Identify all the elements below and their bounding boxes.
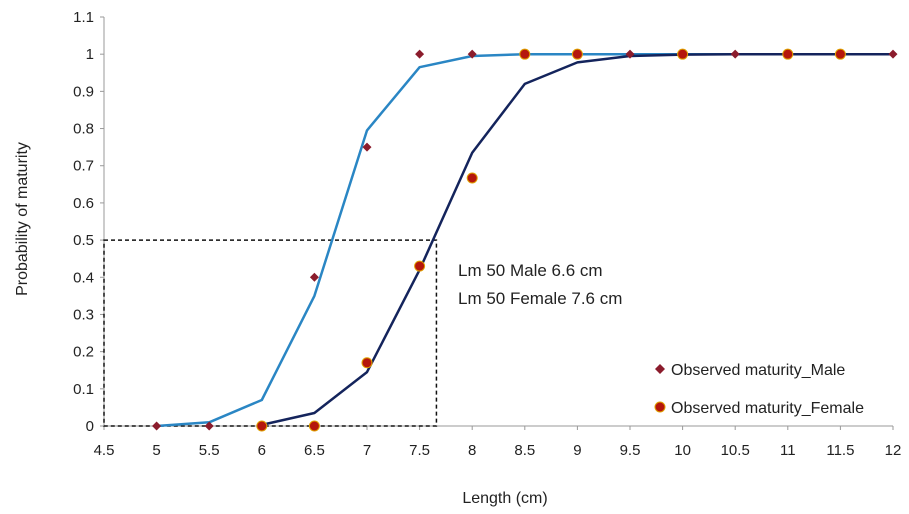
y-tick-label: 0.2 [73, 344, 94, 361]
female-point [256, 420, 268, 432]
x-tick-label: 12 [885, 442, 902, 459]
y-tick-label: 0.3 [73, 306, 94, 323]
x-tick-label: 10 [674, 442, 691, 459]
observed-markers [152, 48, 898, 432]
female-point [677, 48, 689, 60]
male-point [152, 421, 162, 431]
x-tick-label: 11 [780, 442, 796, 459]
female-point [308, 420, 320, 432]
x-tick-label: 5.5 [199, 442, 220, 459]
legend-circle-icon [654, 401, 666, 413]
x-tick-label: 6 [258, 442, 266, 459]
x-tick-label: 7.5 [409, 442, 430, 459]
x-tick-label: 8 [468, 442, 476, 459]
x-axis: 4.5 5 5.5 6 6.5 7 7.5 8 8.5 9 9.5 10 10.5 11 11.5 12 [94, 425, 902, 459]
male-point [204, 421, 214, 431]
legend-label-female: Observed maturity_Female [671, 400, 864, 417]
x-tick-label: 7 [363, 442, 371, 459]
legend-item-male: Observed maturity_Male [655, 362, 845, 379]
x-tick-label: 5 [152, 442, 160, 459]
x-tick-label: 9 [573, 442, 581, 459]
legend-label-male: Observed maturity_Male [671, 362, 845, 379]
annotation-lm50-female: Lm 50 Female 7.6 cm [458, 289, 622, 308]
male-point [467, 49, 477, 59]
y-tick-label: 0.8 [73, 121, 94, 138]
y-axis: 0 0.1 0.2 0.3 0.4 0.5 0.6 0.7 0.8 0.9 1 1.1 [73, 9, 105, 435]
x-tick-labels: 4.5 5 5.5 6 6.5 7 7.5 8 8.5 9 9.5 10 10.5 11 11.5 12 [94, 426, 902, 459]
male-point [730, 49, 740, 59]
x-tick-label: 4.5 [94, 442, 115, 459]
y-tick-label: 0.9 [73, 83, 94, 100]
y-tick-label: 0.1 [73, 381, 94, 398]
y-tick-label: 0 [86, 418, 94, 435]
female-point [571, 48, 583, 60]
x-tick-label: 10.5 [721, 442, 750, 459]
female-point [519, 48, 531, 60]
y-axis-label: Probability of maturity [14, 142, 31, 296]
x-axis-label: Length (cm) [462, 490, 547, 507]
y-tick-label: 0.6 [73, 195, 94, 212]
y-tick-label: 0.4 [73, 269, 94, 286]
annotation-lm50-male: Lm 50 Male 6.6 cm [458, 261, 603, 280]
female-point [414, 260, 426, 272]
x-tick-label: 8.5 [514, 442, 535, 459]
female-point [834, 48, 846, 60]
x-tick-label: 11.5 [826, 442, 854, 459]
male-point [415, 49, 425, 59]
legend-diamond-icon [655, 364, 665, 374]
legend-item-female: Observed maturity_Female [654, 400, 864, 417]
male-point [362, 142, 372, 152]
female-point [782, 48, 794, 60]
male-point [309, 272, 319, 282]
y-tick-label: 1 [86, 46, 94, 63]
y-tick-label: 0.7 [73, 158, 94, 175]
male-point [625, 49, 635, 59]
x-tick-label: 6.5 [304, 442, 325, 459]
male-point [888, 49, 898, 59]
y-tick-labels: 0 0.1 0.2 0.3 0.4 0.5 0.6 0.7 0.8 0.9 1 1.1 [73, 9, 104, 435]
y-tick-label: 0.5 [73, 232, 94, 249]
female-point [361, 357, 373, 369]
y-tick-label: 1.1 [73, 9, 94, 26]
x-tick-label: 9.5 [620, 442, 641, 459]
female-point [466, 172, 478, 184]
legend: Observed maturity_Male Observed maturity… [654, 362, 864, 417]
